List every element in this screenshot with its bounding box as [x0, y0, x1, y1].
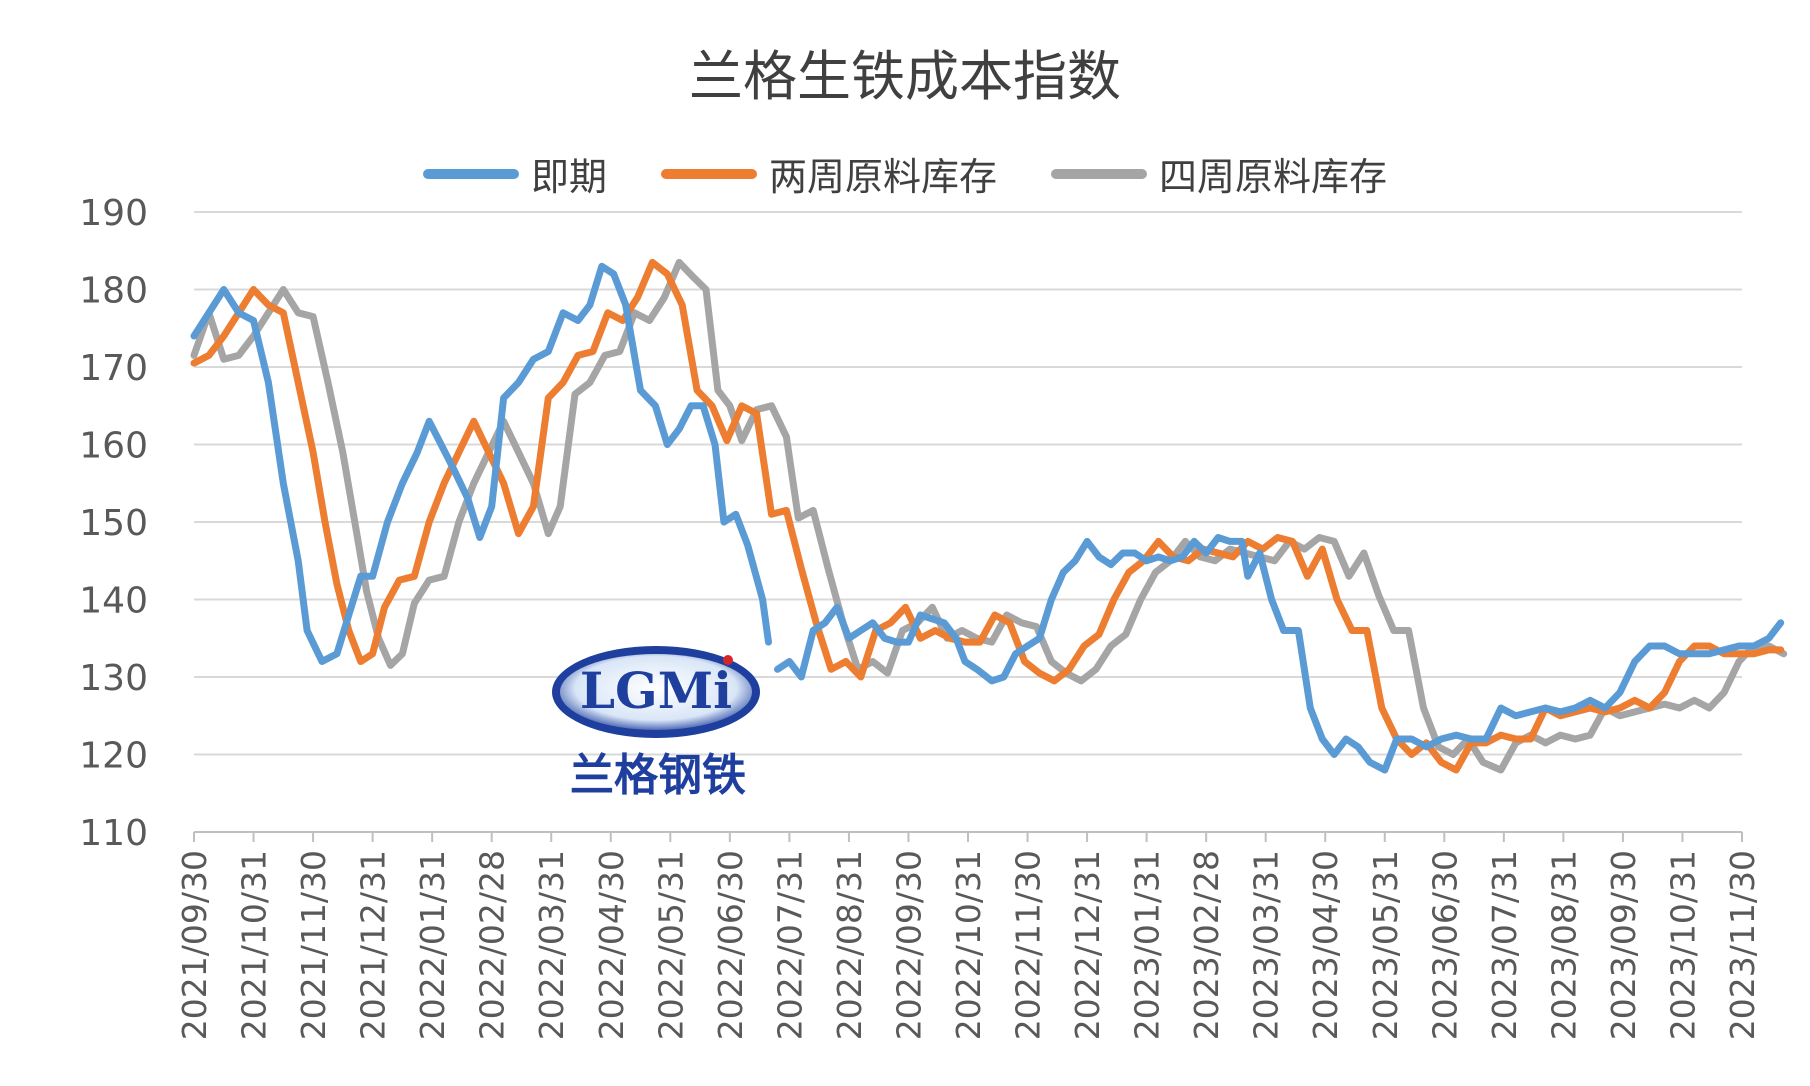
x-tick-label: 2023/05/31 [1366, 850, 1405, 1040]
y-tick-label: 120 [79, 736, 148, 777]
x-tick-label: 2023/02/28 [1187, 850, 1226, 1040]
y-tick-label: 170 [79, 348, 148, 389]
x-tick-label: 2023/06/30 [1425, 850, 1464, 1040]
x-tick-label: 2022/05/31 [651, 850, 690, 1040]
lgmi-logo: LGMi 兰格钢铁 [548, 640, 778, 801]
x-tick-label: 2022/10/31 [949, 850, 988, 1040]
series-line [190, 258, 1785, 774]
legend-item: 四周原料库存 [1051, 146, 1387, 201]
legend-swatch [1051, 168, 1147, 179]
y-tick-label: 150 [79, 503, 148, 544]
x-tick-label: 2023/04/30 [1306, 850, 1345, 1040]
grid-lines [194, 211, 1742, 756]
series-lines [190, 258, 1788, 774]
x-tick-label: 2021/11/30 [294, 850, 333, 1040]
logo-wordmark: LGMi [580, 661, 732, 720]
legend-swatch [660, 168, 757, 179]
x-tick-label: 2022/02/28 [473, 850, 512, 1040]
x-tick-label: 2022/01/31 [413, 850, 452, 1040]
x-tick-label: 2022/03/31 [532, 850, 571, 1040]
legend-label: 两周原料库存 [768, 155, 997, 199]
x-tick-label: 2022/08/31 [830, 850, 869, 1040]
legend: 即期 两周原料库存 四周原料库存 [0, 146, 1810, 201]
x-tick-label: 2023/09/30 [1604, 850, 1643, 1040]
x-tick-label: 2021/10/31 [235, 850, 274, 1040]
series-line [190, 258, 1788, 774]
x-tick-label: 2023/08/31 [1544, 850, 1583, 1040]
x-tick-label: 2023/03/31 [1247, 850, 1286, 1040]
y-axis: 110 120 130 140 150 160 170 180 190 [79, 193, 148, 854]
series-line [774, 534, 1785, 774]
series-line [190, 262, 772, 665]
legend-label: 即期 [530, 155, 607, 199]
x-tick-label: 2022/12/31 [1068, 850, 1107, 1040]
y-tick-label: 130 [79, 658, 148, 699]
x-tick-label: 2021/12/31 [354, 850, 393, 1040]
y-tick-label: 180 [79, 271, 148, 312]
legend-swatch [422, 168, 519, 179]
x-tick-label: 2023/11/30 [1723, 850, 1762, 1040]
legend-item: 两周原料库存 [660, 146, 997, 201]
legend-label: 四周原料库存 [1159, 155, 1388, 199]
x-tick-label: 2021/09/30 [175, 850, 214, 1040]
x-tick-label: 2022/07/31 [770, 850, 809, 1040]
x-tick-label: 2022/09/30 [889, 850, 928, 1040]
y-tick-label: 110 [79, 813, 148, 854]
legend-item: 即期 [422, 146, 607, 201]
x-tick-label: 2022/11/30 [1009, 850, 1048, 1040]
y-tick-label: 190 [79, 193, 148, 234]
x-axis: 2021/09/30 2021/10/31 2021/11/30 2021/12/31… [175, 831, 1762, 1040]
x-tick-label: 2022/06/30 [711, 850, 750, 1040]
y-tick-label: 160 [79, 426, 148, 467]
x-tick-label: 2023/01/31 [1128, 850, 1167, 1040]
logo-caption: 兰格钢铁 [570, 750, 746, 800]
x-tick-label: 2023/10/31 [1663, 850, 1702, 1040]
y-tick-label: 140 [79, 581, 148, 622]
chart-title: 兰格生铁成本指数 [689, 45, 1121, 108]
x-tick-label: 2023/07/31 [1485, 850, 1524, 1040]
x-tick-label: 2022/04/30 [592, 850, 631, 1040]
